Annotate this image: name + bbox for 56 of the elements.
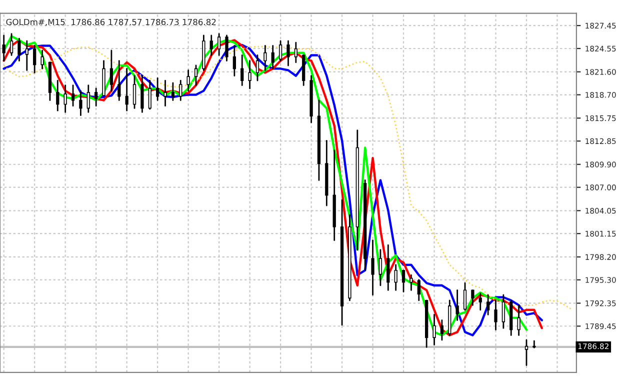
candlestick xyxy=(94,88,98,107)
candlestick xyxy=(171,82,175,101)
candlestick xyxy=(33,45,36,74)
candlestick xyxy=(478,292,482,311)
candlestick xyxy=(2,34,6,62)
candlestick xyxy=(402,270,406,292)
candlestick xyxy=(40,50,44,70)
candlestick xyxy=(110,50,114,92)
candlestick xyxy=(125,68,128,112)
candlestick xyxy=(517,304,520,336)
candlestick xyxy=(378,249,382,286)
candlestick xyxy=(471,289,474,306)
candlestick xyxy=(432,314,436,346)
candlestick xyxy=(225,34,228,62)
candlestick xyxy=(179,80,182,101)
candlestick xyxy=(156,77,160,101)
candlestick xyxy=(463,282,467,311)
candlestick xyxy=(232,45,236,76)
candlestick xyxy=(148,80,152,110)
candlestick xyxy=(25,40,28,71)
candlestick xyxy=(417,279,420,302)
candlestick xyxy=(64,84,67,113)
candlestick xyxy=(240,54,244,86)
candlestick xyxy=(410,274,413,291)
candlestick xyxy=(164,80,167,107)
candlestick xyxy=(494,300,498,330)
candlestick xyxy=(132,75,136,109)
candlestick xyxy=(294,42,298,64)
candlestick xyxy=(248,60,252,90)
candlestick xyxy=(486,294,490,316)
candlestick xyxy=(56,80,60,112)
candlestick xyxy=(186,70,190,92)
candlestick xyxy=(86,84,90,113)
candlestick xyxy=(140,75,144,113)
candlestick xyxy=(71,84,75,107)
candlestick xyxy=(18,38,21,62)
candlestick xyxy=(456,289,459,321)
candlestick xyxy=(194,64,198,86)
candlestick xyxy=(386,244,390,291)
candlestick xyxy=(118,60,121,101)
candlestick xyxy=(394,264,398,291)
candlestick xyxy=(271,45,274,70)
candlestick xyxy=(524,339,528,366)
candlestick xyxy=(210,34,213,56)
candlestick xyxy=(278,40,282,62)
text: GOLDm#,M15 1786.86 1787.57 1786.73 1786.82 xyxy=(6,18,216,26)
candlestick xyxy=(217,33,221,56)
candlestick xyxy=(264,45,267,71)
candlestick xyxy=(79,90,82,116)
candlestick xyxy=(10,33,14,56)
candlestick xyxy=(532,340,536,348)
candlestick xyxy=(502,294,506,329)
candlestick xyxy=(286,40,290,66)
candlestick xyxy=(371,240,374,296)
candlestick xyxy=(256,54,260,82)
candlestick xyxy=(440,320,444,341)
